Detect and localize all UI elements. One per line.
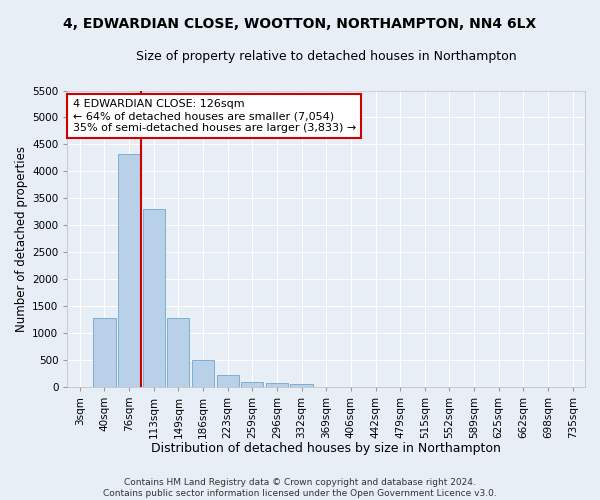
Bar: [217, 375, 239, 386]
X-axis label: Distribution of detached houses by size in Northampton: Distribution of detached houses by size …: [151, 442, 501, 455]
Text: 4 EDWARDIAN CLOSE: 126sqm
← 64% of detached houses are smaller (7,054)
35% of se: 4 EDWARDIAN CLOSE: 126sqm ← 64% of detac…: [73, 100, 356, 132]
Bar: [118, 154, 140, 386]
Bar: [143, 209, 165, 386]
Bar: [266, 383, 288, 386]
Bar: [192, 360, 214, 386]
Bar: [167, 318, 190, 386]
Y-axis label: Number of detached properties: Number of detached properties: [15, 146, 28, 332]
Bar: [94, 318, 116, 386]
Bar: [241, 382, 263, 386]
Text: Contains HM Land Registry data © Crown copyright and database right 2024.
Contai: Contains HM Land Registry data © Crown c…: [103, 478, 497, 498]
Title: Size of property relative to detached houses in Northampton: Size of property relative to detached ho…: [136, 50, 517, 63]
Bar: [290, 384, 313, 386]
Text: 4, EDWARDIAN CLOSE, WOOTTON, NORTHAMPTON, NN4 6LX: 4, EDWARDIAN CLOSE, WOOTTON, NORTHAMPTON…: [64, 18, 536, 32]
